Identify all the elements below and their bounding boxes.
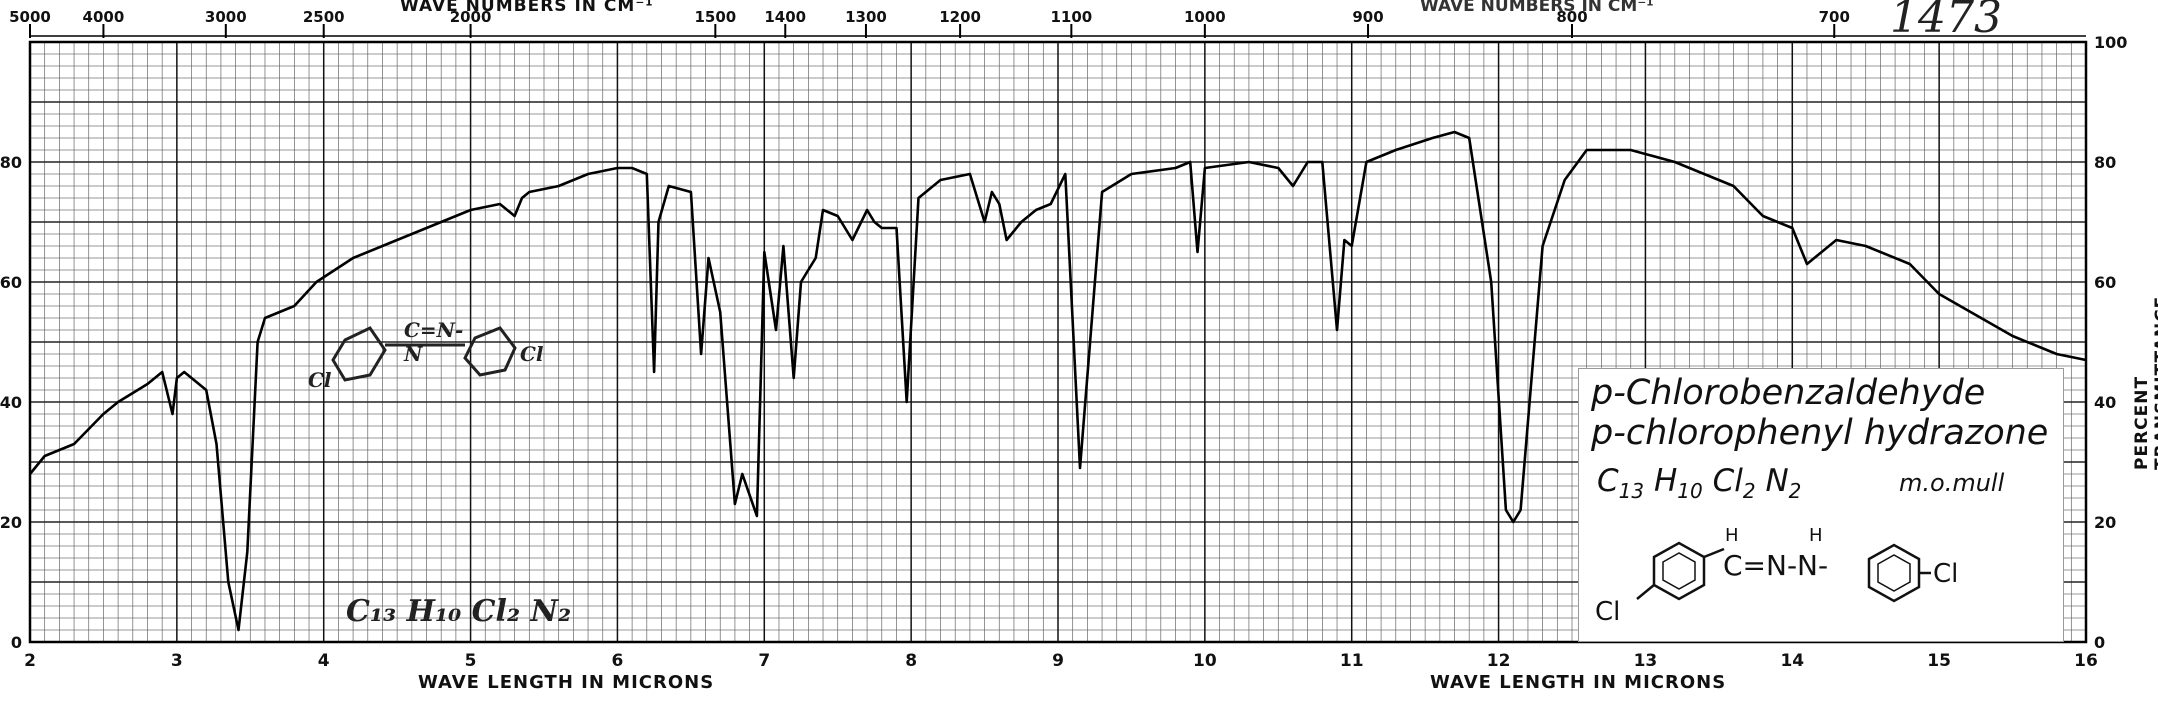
wave-numbers-title: WAVE NUMBERS IN CM⁻¹ (400, 0, 654, 16)
top-tick-label: 4000 (83, 8, 125, 26)
axes (28, 35, 2088, 644)
compound-formula: C13 H10 Cl2 N2 (1597, 463, 1802, 504)
compound-medium: m.o.mull (1899, 469, 2005, 497)
top-tick-label: 800 (1556, 8, 1587, 26)
y-tick-label-left: 0 (11, 633, 22, 652)
x-tick-label: 7 (758, 651, 770, 671)
spectrum-line (28, 130, 2087, 632)
x-tick-label: 3 (171, 651, 183, 671)
x-tick-label: 11 (1340, 651, 1364, 671)
top-tick-label: 1100 (1050, 8, 1092, 26)
x-tick-label: 6 (612, 651, 624, 671)
y-tick-label-left: 80 (0, 153, 22, 172)
y-tick-label-right: 20 (2094, 513, 2116, 532)
spectrum-series (28, 130, 2087, 632)
compound-name-line1: p-Chlorobenzaldehyde (1591, 373, 1986, 413)
top-tick-label: 5000 (9, 8, 51, 26)
top-tick-label: 2500 (303, 8, 345, 26)
y-tick-label-left: 40 (0, 393, 22, 412)
struct-cl-left: Cl (1595, 597, 1621, 627)
sketch-cl-right: Cl (520, 342, 544, 366)
tick-labels: 2 3 4 5 6 7 8 9 10 11 12 13 14 15 16020406080020406080… (0, 8, 2127, 671)
x-tick-label: 10 (1193, 651, 1217, 671)
x-axis-title-left: WAVE LENGTH IN MICRONS (418, 672, 715, 693)
x-tick-label: 4 (318, 651, 330, 671)
y-axis-title: PERCENT TRANSMITTANCE (2132, 295, 2158, 470)
top-tick-label: 1500 (694, 8, 736, 26)
catalog-number: 1473 (1890, 0, 2002, 43)
compound-name-line2: p-chlorophenyl hydrazone (1591, 413, 2049, 453)
top-tick-label: 1000 (1184, 8, 1226, 26)
struct-cl-right: Cl (1933, 559, 1959, 589)
struct-h2: H (1809, 525, 1823, 546)
y-tick-label-right: 40 (2094, 393, 2116, 412)
y-tick-label-right: 0 (2094, 633, 2105, 652)
y-tick-label-right: 60 (2094, 273, 2116, 292)
top-tick-label: 2000 (450, 8, 492, 26)
x-tick-label: 13 (1634, 651, 1658, 671)
top-tick-label: 3000 (205, 8, 247, 26)
top-tick-label: 1200 (939, 8, 981, 26)
x-axis-title-right: WAVE LENGTH IN MICRONS (1430, 672, 1727, 693)
sketch-struct-text: C=N-N (404, 318, 464, 366)
top-tick-label: 1300 (845, 8, 887, 26)
x-tick-label: 14 (1780, 651, 1804, 671)
sketch-cl-left: Cl (308, 368, 332, 392)
plot-frame (28, 40, 2088, 644)
y-tick-label-right: 80 (2094, 153, 2116, 172)
x-tick-label: 2 (24, 651, 36, 671)
y-tick-label-left: 60 (0, 273, 22, 292)
sketch-formula: C₁₃ H₁₀ Cl₂ N₂ (346, 594, 572, 629)
x-tick-label: 12 (1487, 651, 1511, 671)
top-tick-label: 700 (1819, 8, 1850, 26)
wave-numbers-title-right: WAVE NUMBERS IN CM⁻¹ (1420, 0, 1654, 16)
x-tick-label: 16 (2074, 651, 2098, 671)
top-tick-label: 900 (1352, 8, 1383, 26)
x-tick-label: 9 (1052, 651, 1064, 671)
x-tick-label: 15 (1927, 651, 1951, 671)
x-tick-label: 5 (465, 651, 477, 671)
struct-h1: H (1725, 525, 1739, 546)
top-tick-label: 1400 (764, 8, 806, 26)
x-tick-label: 8 (905, 651, 917, 671)
sketch-structure-drawing (331, 326, 517, 382)
compound-label-box: p-Chlorobenzaldehyde p-chlorophenyl hydr… (1578, 368, 2064, 642)
y-tick-label-right: 100 (2094, 33, 2127, 52)
compound-structure (1636, 541, 1931, 603)
struct-chain: C=N-N- (1723, 549, 1829, 582)
y-tick-label-left: 20 (0, 513, 22, 532)
